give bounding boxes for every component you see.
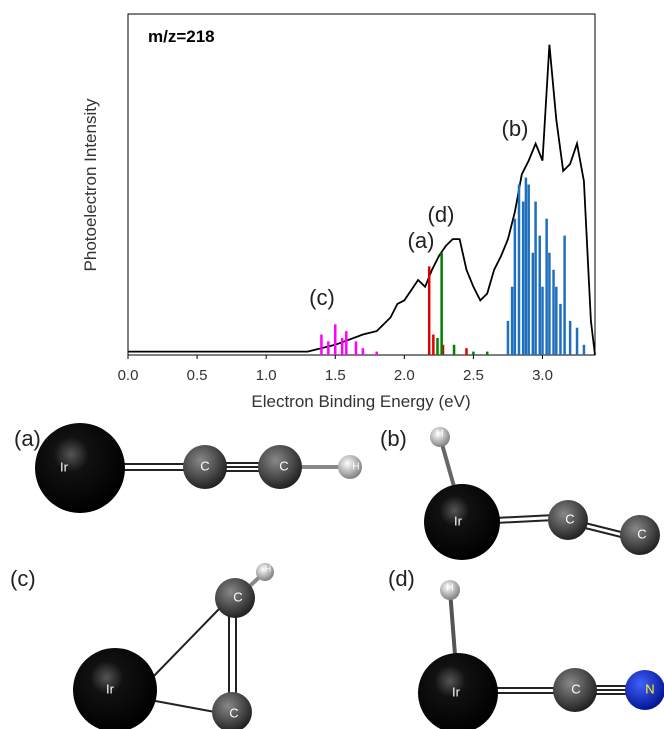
atom-label: C xyxy=(571,681,580,696)
atom-label: C xyxy=(565,511,574,526)
series-label: (d) xyxy=(428,202,455,227)
annotation: m/z=218 xyxy=(148,27,215,46)
figure: m/z=218 Electron Binding Energy (eV) Pho… xyxy=(0,0,664,729)
atom-label: C xyxy=(233,589,242,604)
x-axis-label: Electron Binding Energy (eV) xyxy=(251,392,470,411)
panel-label: (a) xyxy=(14,426,41,451)
x-tick-label: 1.0 xyxy=(256,367,277,384)
series-label: (c) xyxy=(309,285,335,310)
x-tick-label: 3.0 xyxy=(532,367,553,384)
atom-label: H xyxy=(436,429,443,440)
atom-label: C xyxy=(229,705,238,720)
molecule-b: (b) H Ir C C xyxy=(380,426,660,560)
atom-label: Ir xyxy=(454,513,463,528)
atom-label: H xyxy=(446,583,453,594)
atom-label: Ir xyxy=(452,684,461,699)
atom-label: Ir xyxy=(106,681,115,696)
atom-label: Ir xyxy=(60,459,69,474)
x-tick-label: 0.5 xyxy=(187,367,208,384)
molecule-c: (c) H C Ir C xyxy=(10,563,274,729)
series-label: (b) xyxy=(502,116,529,141)
molecule-d: (d) H Ir C N xyxy=(388,566,664,729)
x-tick-label: 2.5 xyxy=(463,367,484,384)
atom-label: C xyxy=(200,458,209,473)
panel-label: (c) xyxy=(10,566,36,591)
molecule-a: (a) Ir C C H xyxy=(14,423,362,513)
atom-label: N xyxy=(645,681,654,696)
atom-label: H xyxy=(352,462,359,473)
panel-label: (d) xyxy=(388,566,415,591)
x-tick-label: 1.5 xyxy=(325,367,346,384)
y-axis-label: Photoelectron Intensity xyxy=(81,98,100,271)
x-tick-label: 2.0 xyxy=(394,367,415,384)
atom-label: C xyxy=(637,526,646,541)
panel-label: (b) xyxy=(380,426,407,451)
series-label: (a) xyxy=(408,228,435,253)
x-tick-label: 0.0 xyxy=(118,367,139,384)
atom-label: C xyxy=(279,458,288,473)
atom-label: H xyxy=(265,563,272,573)
